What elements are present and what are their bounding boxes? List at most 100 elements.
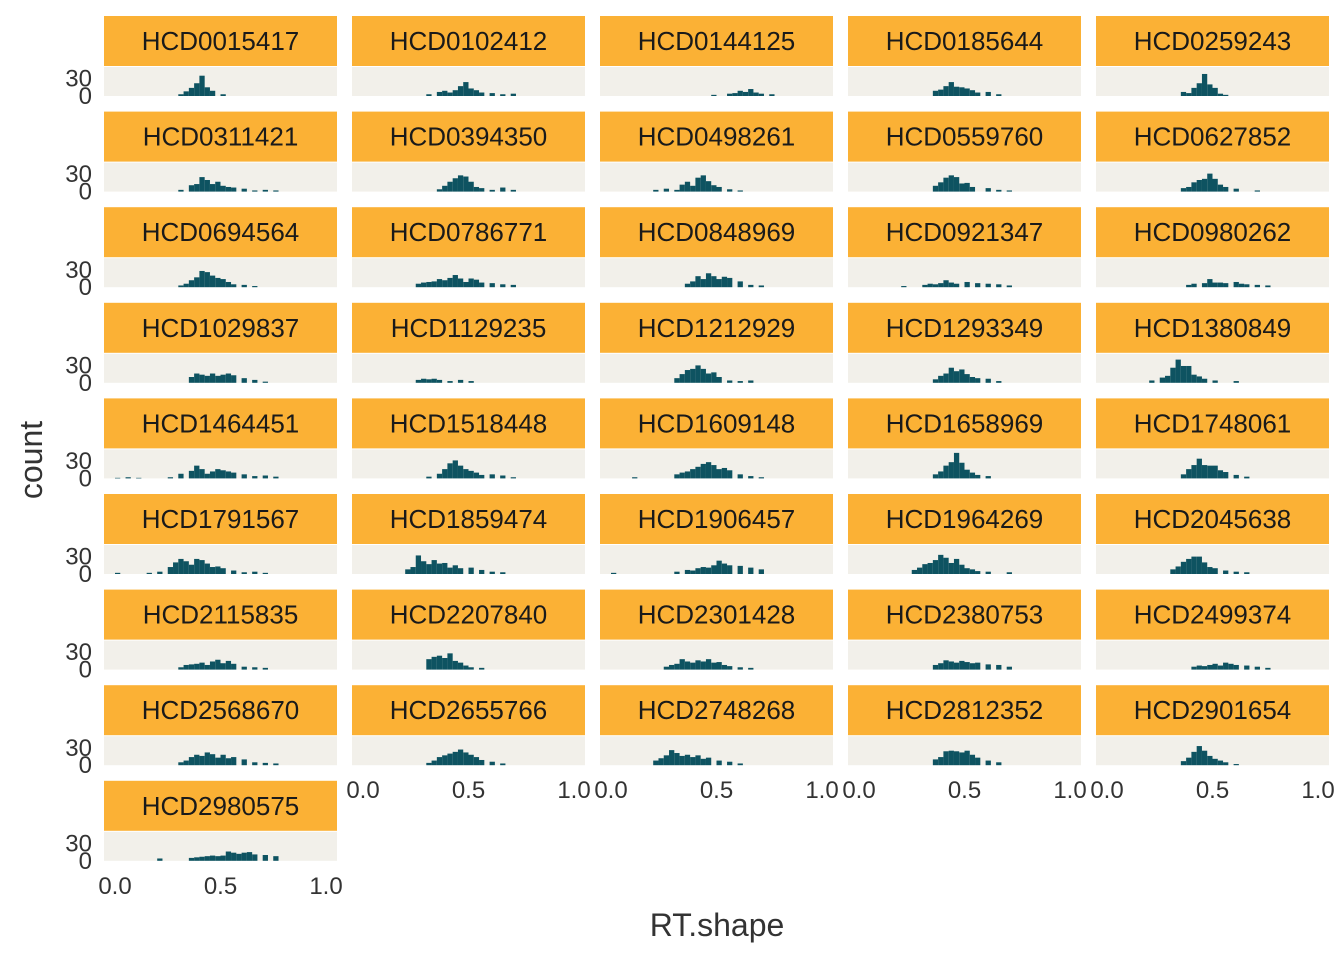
histogram-bar xyxy=(204,473,210,479)
facet-strip xyxy=(352,589,585,640)
histogram-bar xyxy=(938,182,944,192)
histogram-bar xyxy=(716,279,722,288)
histogram-bar xyxy=(225,471,232,479)
histogram-bar xyxy=(700,567,706,574)
histogram-bar xyxy=(1006,572,1012,574)
facet-label: HCD2568670 xyxy=(142,695,300,725)
histogram-bar xyxy=(457,465,464,479)
histogram-bar xyxy=(1233,381,1239,383)
facet-panel: HCD0259243 xyxy=(1096,16,1329,96)
histogram-bar xyxy=(932,185,939,192)
histogram-bar xyxy=(1212,465,1218,479)
histogram-bar xyxy=(969,569,976,574)
histogram-bar xyxy=(436,473,443,479)
histogram-bar xyxy=(748,567,754,574)
facet-panel: HCD1518448 xyxy=(352,398,585,479)
histogram-bar xyxy=(1201,73,1208,96)
histogram-bar xyxy=(199,469,205,479)
facet-strip xyxy=(104,111,337,162)
histogram-bar xyxy=(695,568,701,574)
histogram-bar xyxy=(215,277,221,288)
facet-label: HCD0559760 xyxy=(886,122,1044,152)
histogram-bar xyxy=(938,757,944,766)
histogram-bar xyxy=(985,188,991,192)
histogram-bar xyxy=(1180,474,1187,479)
facet-label: HCD0311421 xyxy=(143,122,299,152)
facet-panel: HCD2380753 xyxy=(848,589,1081,670)
histogram-bar xyxy=(1228,663,1234,670)
facet-panel: HCD2655766 0.0 0.5 1.0 xyxy=(346,685,591,804)
facet-panel: HCD0627852 xyxy=(1096,111,1329,192)
histogram-bar xyxy=(1191,87,1197,96)
histogram-bar xyxy=(241,759,247,766)
histogram-bar xyxy=(178,94,184,96)
histogram-bar xyxy=(663,666,670,670)
histogram-bar xyxy=(489,571,495,574)
histogram-bar xyxy=(463,281,469,288)
histogram-bar xyxy=(436,655,443,670)
histogram-bar xyxy=(700,758,706,766)
histogram-bar xyxy=(1217,470,1224,479)
histogram-bar xyxy=(468,667,474,670)
histogram-bar xyxy=(705,757,712,766)
histogram-bar xyxy=(753,92,759,96)
histogram-bar xyxy=(115,572,121,574)
facet-label: HCD0980262 xyxy=(1134,217,1292,247)
histogram-bar xyxy=(1180,91,1187,96)
histogram-bar xyxy=(1006,285,1012,288)
histogram-bar xyxy=(996,284,1002,288)
histogram-bar xyxy=(737,190,743,192)
facet-label: HCD2207840 xyxy=(390,600,548,630)
histogram-bar xyxy=(932,474,939,479)
histogram-bar xyxy=(252,286,258,288)
histogram-bar xyxy=(410,567,416,574)
facet-strip xyxy=(352,111,585,162)
histogram-bar xyxy=(948,750,954,766)
y-tick-label: 0 xyxy=(79,465,92,492)
histogram-bar xyxy=(727,470,733,479)
histogram-bar xyxy=(1186,558,1192,574)
facet-label: HCD1658969 xyxy=(886,408,1044,438)
facet-strip xyxy=(104,685,337,736)
histogram-bar xyxy=(178,285,184,288)
histogram-bar xyxy=(457,86,464,96)
histogram-bar xyxy=(220,94,226,96)
facet-panel: HCD0185644 xyxy=(848,16,1081,96)
histogram-bar xyxy=(457,662,464,670)
histogram-bar xyxy=(674,189,680,192)
facet-strip xyxy=(848,302,1081,353)
y-tick-label: 0 xyxy=(79,179,92,206)
histogram-bar xyxy=(953,177,960,192)
histogram-bar xyxy=(236,853,242,861)
histogram-bar xyxy=(727,189,733,192)
facet-panel: HCD0980262 xyxy=(1096,207,1329,288)
histogram-bar xyxy=(447,92,453,96)
histogram-bar xyxy=(183,283,189,288)
histogram-bar xyxy=(700,279,706,288)
facet-panel: HCD2207840 xyxy=(352,589,585,670)
histogram-bar xyxy=(510,189,516,192)
histogram-bar xyxy=(273,476,279,479)
histogram-bar xyxy=(959,752,965,766)
histogram-bar xyxy=(241,474,247,479)
histogram-bar xyxy=(500,94,506,96)
histogram-bar xyxy=(1207,279,1213,288)
histogram-bar xyxy=(225,281,232,288)
histogram-bar xyxy=(194,373,200,383)
histogram-bar xyxy=(436,91,443,96)
histogram-bar xyxy=(500,475,506,479)
histogram-bar xyxy=(727,565,733,574)
histogram-bar xyxy=(975,283,981,288)
histogram-bar xyxy=(996,762,1002,766)
histogram-bar xyxy=(199,270,205,288)
histogram-bar xyxy=(1217,184,1224,192)
histogram-bar xyxy=(1217,282,1224,288)
histogram-bar xyxy=(204,180,210,192)
facet-label: HCD1791567 xyxy=(142,504,300,534)
y-tick-label: 0 xyxy=(79,657,92,684)
histogram-bar xyxy=(447,653,453,670)
histogram-bar xyxy=(684,661,691,670)
histogram-bar xyxy=(452,565,458,574)
histogram-bar xyxy=(194,558,200,574)
histogram-bar xyxy=(479,92,485,96)
